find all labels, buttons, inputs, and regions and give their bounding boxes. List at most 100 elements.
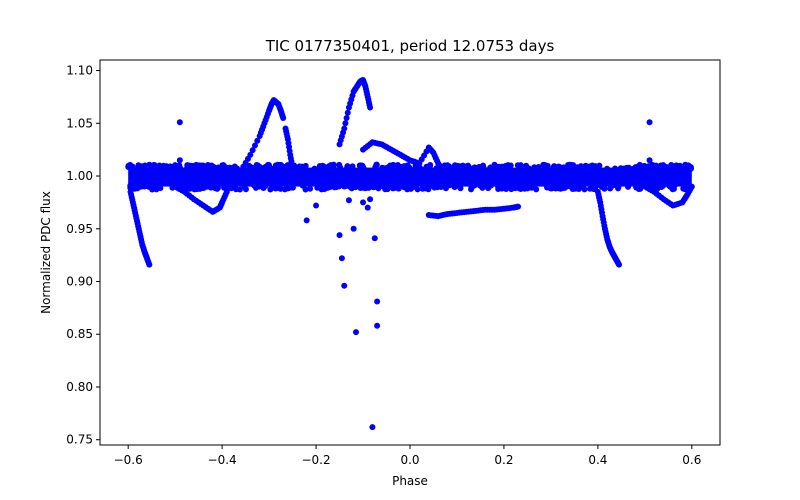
band-point [625, 183, 632, 190]
y-axis-ticks: 0.75 0.80 0.85 0.90 0.95 1.00 1.05 1.10 [66, 64, 100, 447]
band-point [522, 164, 529, 171]
band-point [612, 165, 619, 172]
band-point [659, 182, 666, 189]
point-outliers [341, 282, 348, 289]
band-point [343, 165, 350, 172]
band-point [226, 164, 233, 171]
band-point [360, 164, 367, 171]
band-point [682, 164, 689, 171]
band-point [141, 163, 148, 170]
point-rise_to_peak_1 [280, 115, 287, 122]
band-point [625, 164, 632, 171]
band-point [417, 164, 424, 171]
point-outliers [303, 217, 310, 224]
point-rise_to_peak_1 [252, 142, 258, 149]
band-point [222, 182, 229, 189]
point-outliers [374, 322, 381, 329]
band-point [657, 164, 664, 171]
point-outliers [313, 202, 320, 209]
band-point [157, 185, 164, 192]
x-tick-label: −0.6 [114, 453, 143, 467]
band-point [424, 182, 431, 189]
x-tick-label: 0.0 [400, 453, 419, 467]
band-point [570, 162, 577, 169]
point-outliers [352, 329, 359, 336]
band-point [574, 165, 581, 172]
point-outliers [360, 199, 367, 206]
band-point [507, 162, 514, 169]
band-point [316, 162, 323, 169]
band-point [210, 163, 217, 170]
band-point [586, 163, 593, 170]
band-point [149, 163, 156, 170]
y-tick-label: 0.80 [66, 380, 93, 394]
band-point [468, 183, 475, 190]
band-point [615, 185, 622, 192]
band-point [533, 186, 540, 193]
band-point [321, 164, 328, 171]
band-point [268, 165, 275, 172]
band-point [380, 165, 387, 172]
band-point [330, 161, 337, 168]
band-point [195, 184, 202, 191]
band-point [601, 185, 608, 192]
band-point [146, 183, 153, 190]
band-point [406, 164, 413, 171]
band-point [434, 184, 441, 191]
point-peak_2 [343, 115, 350, 122]
band-point [620, 165, 627, 172]
band-point [387, 163, 394, 170]
band-point [485, 185, 492, 192]
band-point [136, 183, 143, 190]
y-tick-label: 1.10 [66, 64, 93, 78]
point-right_tail_decline [688, 183, 695, 190]
band-point [333, 184, 340, 191]
x-tick-label: −0.4 [208, 453, 237, 467]
band-point [274, 161, 281, 168]
band-fill [128, 167, 692, 187]
band-point [671, 163, 678, 170]
band-point [581, 186, 588, 193]
y-tick-label: 0.85 [66, 327, 93, 341]
point-left_mid_decline [223, 188, 230, 195]
band-point [302, 186, 309, 193]
band-point [200, 183, 207, 190]
point-outliers [374, 298, 381, 305]
point-outliers [345, 197, 352, 204]
point-peak_2 [344, 109, 351, 116]
band-point [687, 164, 694, 171]
band-point [214, 185, 221, 192]
x-tick-label: −0.2 [301, 453, 330, 467]
band-point [442, 185, 449, 192]
y-tick-label: 1.05 [66, 116, 93, 130]
data-band [125, 161, 695, 193]
plot-area-frame [99, 59, 721, 446]
band-point [236, 186, 243, 193]
band-point [680, 185, 687, 192]
band-point [253, 161, 260, 168]
point-right_descent [616, 261, 623, 268]
band-point [311, 165, 318, 172]
x-tick-label: 0.6 [682, 453, 701, 467]
y-tick-label: 0.90 [66, 275, 93, 289]
point-outliers [369, 424, 376, 431]
band-point [302, 162, 309, 169]
point-outliers [176, 157, 183, 164]
band-point [406, 184, 413, 191]
band-point [220, 162, 227, 169]
data-points [127, 77, 695, 431]
band-point [464, 165, 471, 172]
band-point [471, 164, 478, 171]
x-tick-label: 0.4 [588, 453, 607, 467]
band-point [573, 185, 580, 192]
band-point [555, 164, 562, 171]
band-point [479, 165, 486, 172]
band-point [156, 162, 163, 169]
point-post_peak_2_decline [439, 167, 446, 174]
band-point [477, 182, 484, 189]
band-point [327, 183, 334, 190]
y-tick-label: 0.95 [66, 222, 93, 236]
band-point [125, 162, 132, 169]
point-left_descent [146, 261, 153, 268]
band-point [515, 184, 522, 191]
